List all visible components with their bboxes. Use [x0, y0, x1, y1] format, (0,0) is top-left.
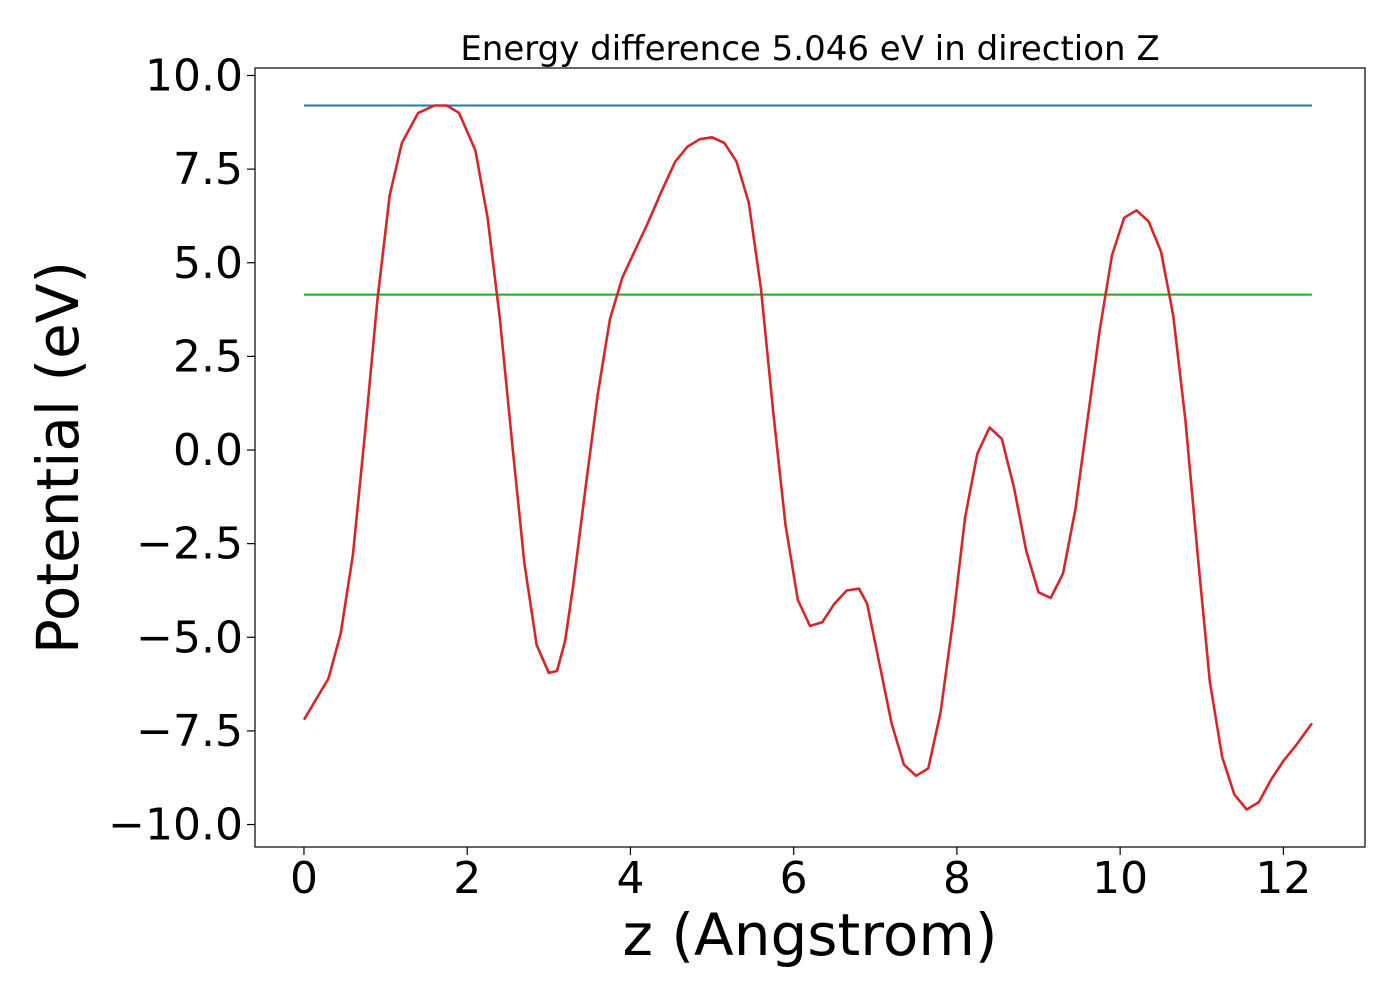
series-layer — [302, 104, 1313, 811]
x-tick-label: 6 — [780, 853, 808, 904]
y-tick-label: −5.0 — [136, 612, 243, 663]
plot-frame — [254, 67, 1366, 848]
x-tick-label: 0 — [290, 853, 318, 904]
y-axis-title: Potential (eV) — [24, 261, 92, 654]
y-tick-label: −7.5 — [136, 706, 243, 757]
y-tick-label: 10.0 — [145, 50, 243, 101]
y-tick-label: 5.0 — [173, 238, 243, 289]
y-tick-label: 7.5 — [173, 144, 243, 195]
x-tick-label: 8 — [943, 853, 971, 904]
x-tick-label: 2 — [453, 853, 481, 904]
chart-title: Energy difference 5.046 eV in direction … — [460, 29, 1159, 69]
x-tick-label: 4 — [616, 853, 644, 904]
x-tick-label: 10 — [1092, 853, 1148, 904]
y-tick-label: −2.5 — [136, 519, 243, 570]
x-tick-label: 12 — [1255, 853, 1311, 904]
y-axis: 10.0 7.5 5.0 2.5 0.0 −2.5 −5.0 −7.5 −10.0 — [108, 50, 255, 851]
series-line-2 — [302, 104, 1313, 811]
x-axis-title: z (Angstrom) — [623, 901, 998, 969]
y-tick-label: 2.5 — [173, 331, 243, 382]
y-tick-label: −10.0 — [108, 800, 243, 851]
y-tick-label: 0.0 — [173, 425, 243, 476]
x-axis: 0 2 4 6 8 10 12 — [290, 847, 1311, 904]
